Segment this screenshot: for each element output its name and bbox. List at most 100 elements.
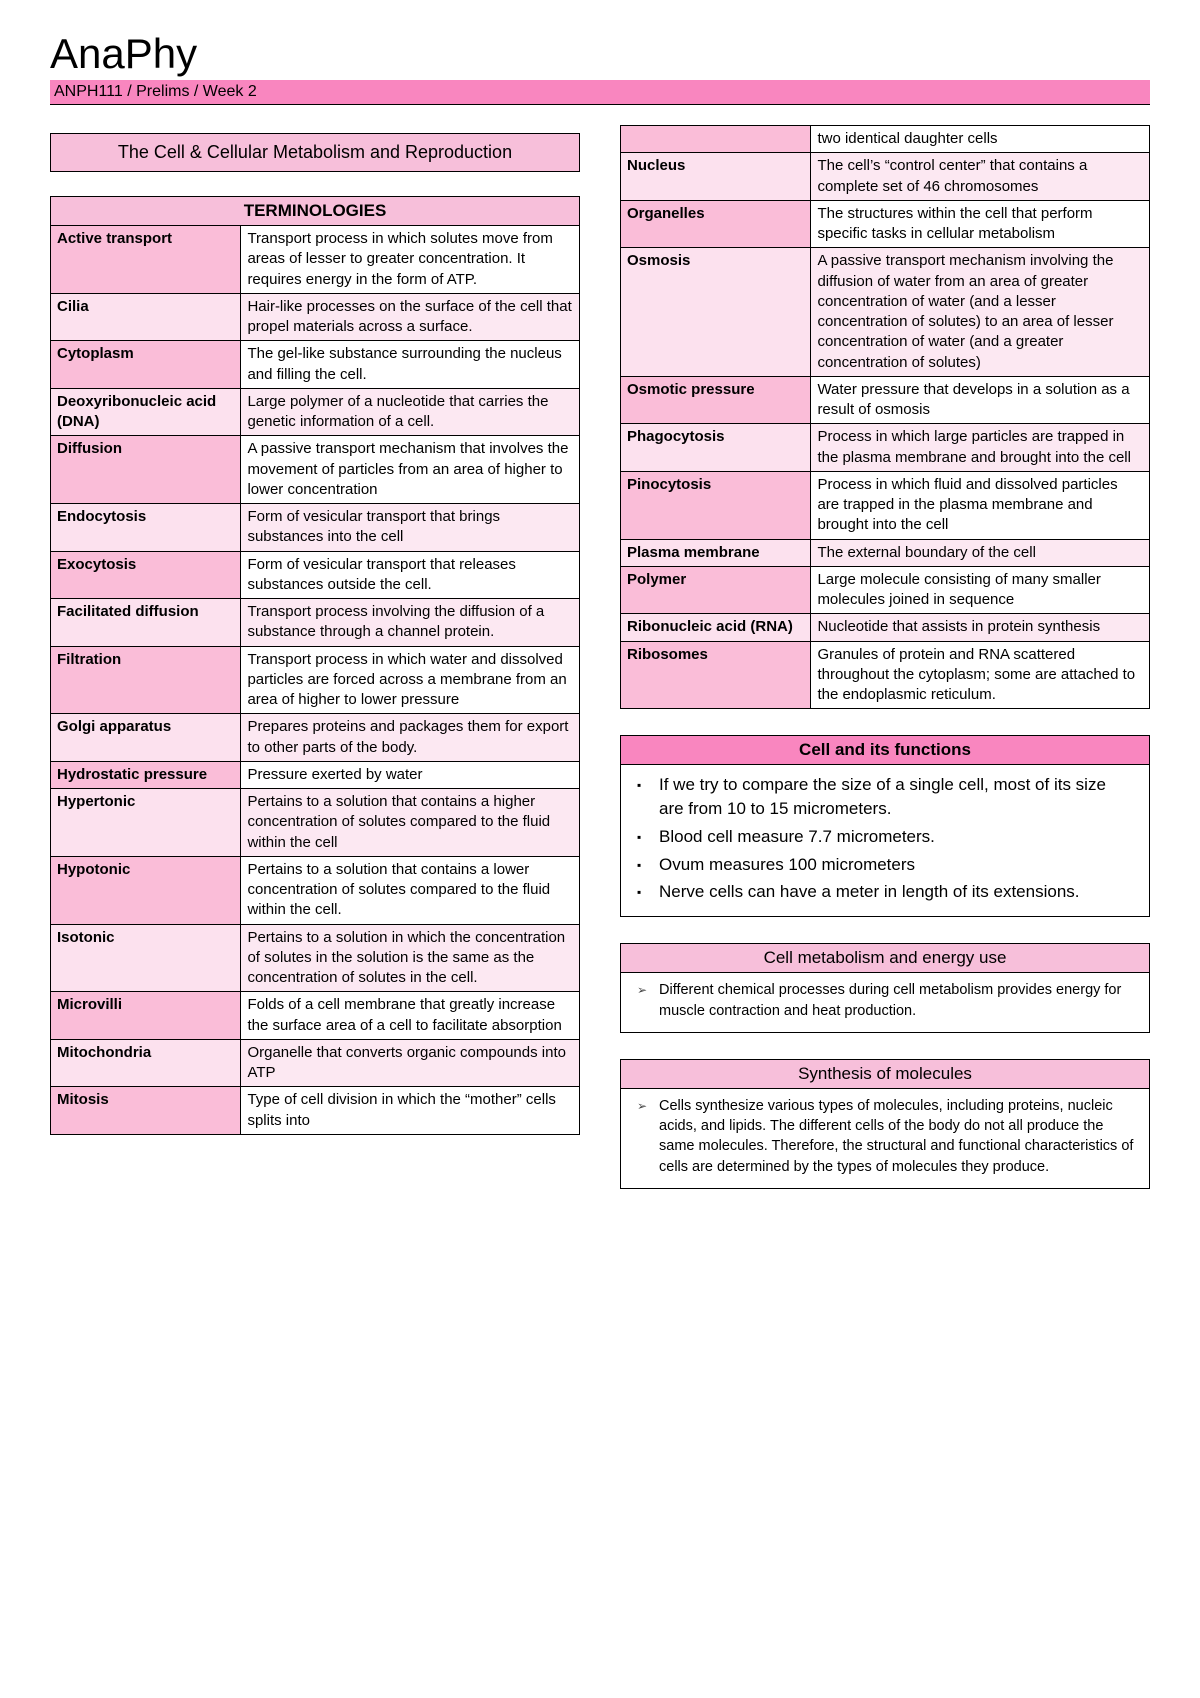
term-name: Mitosis	[51, 1087, 241, 1135]
term-name: Cytoplasm	[51, 341, 241, 389]
term-name: Active transport	[51, 226, 241, 294]
section-title: Synthesis of molecules	[621, 1060, 1149, 1089]
term-definition: Pertains to a solution that contains a l…	[241, 856, 580, 924]
term-definition: Nucleotide that assists in protein synth…	[811, 614, 1150, 641]
term-definition: A passive transport mechanism that invol…	[241, 436, 580, 504]
list-item: Nerve cells can have a meter in length o…	[659, 878, 1135, 906]
synthesis-section: Synthesis of molecules Cells synthesize …	[620, 1059, 1150, 1189]
table-row: Golgi apparatusPrepares proteins and pac…	[51, 714, 580, 762]
term-definition: Process in which fluid and dissolved par…	[811, 471, 1150, 539]
term-name: Osmosis	[621, 248, 811, 377]
table-row: HypertonicPertains to a solution that co…	[51, 789, 580, 857]
term-name: Golgi apparatus	[51, 714, 241, 762]
table-row: OrganellesThe structures within the cell…	[621, 200, 1150, 248]
table-row: CiliaHair-like processes on the surface …	[51, 293, 580, 341]
page-title: AnaPhy	[50, 30, 1150, 78]
term-definition: Pressure exerted by water	[241, 761, 580, 788]
term-definition: Form of vesicular transport that brings …	[241, 504, 580, 552]
bullet-list: Cells synthesize various types of molecu…	[635, 1095, 1135, 1178]
list-item: Cells synthesize various types of molecu…	[659, 1095, 1135, 1178]
table-row: Plasma membraneThe external boundary of …	[621, 539, 1150, 566]
term-name: Facilitated diffusion	[51, 599, 241, 647]
term-name: Exocytosis	[51, 551, 241, 599]
table-row: IsotonicPertains to a solution in which …	[51, 924, 580, 992]
table-row: HypotonicPertains to a solution that con…	[51, 856, 580, 924]
cell-functions-section: Cell and its functions If we try to comp…	[620, 735, 1150, 917]
table-row: CytoplasmThe gel-like substance surround…	[51, 341, 580, 389]
term-definition: Pertains to a solution in which the conc…	[241, 924, 580, 992]
table-row: Active transportTransport process in whi…	[51, 226, 580, 294]
term-definition: The cell’s “control center” that contain…	[811, 153, 1150, 201]
table-row: DiffusionA passive transport mechanism t…	[51, 436, 580, 504]
term-definition: Organelle that converts organic compound…	[241, 1039, 580, 1087]
table-row: RibosomesGranules of protein and RNA sca…	[621, 641, 1150, 709]
term-name: Cilia	[51, 293, 241, 341]
term-name: Hypotonic	[51, 856, 241, 924]
table-row: PinocytosisProcess in which fluid and di…	[621, 471, 1150, 539]
term-name: Isotonic	[51, 924, 241, 992]
topic-heading: The Cell & Cellular Metabolism and Repro…	[50, 133, 580, 172]
two-column-layout: The Cell & Cellular Metabolism and Repro…	[50, 125, 1150, 1215]
term-definition: Transport process in which water and dis…	[241, 646, 580, 714]
bullet-list: Different chemical processes during cell…	[635, 979, 1135, 1022]
term-name: Mitochondria	[51, 1039, 241, 1087]
terminologies-table-right: two identical daughter cellsNucleusThe c…	[620, 125, 1150, 709]
table-row: Ribonucleic acid (RNA)Nucleotide that as…	[621, 614, 1150, 641]
term-definition: Type of cell division in which the “moth…	[241, 1087, 580, 1135]
term-definition: Folds of a cell membrane that greatly in…	[241, 992, 580, 1040]
section-title: Cell metabolism and energy use	[621, 944, 1149, 973]
term-definition: Transport process in which solutes move …	[241, 226, 580, 294]
list-item: If we try to compare the size of a singl…	[659, 771, 1135, 823]
term-definition: Prepares proteins and packages them for …	[241, 714, 580, 762]
term-name: Ribosomes	[621, 641, 811, 709]
term-name: Endocytosis	[51, 504, 241, 552]
breadcrumb: ANPH111 / Prelims / Week 2	[50, 80, 1150, 105]
table-row: MicrovilliFolds of a cell membrane that …	[51, 992, 580, 1040]
term-name: Ribonucleic acid (RNA)	[621, 614, 811, 641]
term-definition: The gel-like substance surrounding the n…	[241, 341, 580, 389]
term-name: Deoxyribonucleic acid (DNA)	[51, 388, 241, 436]
term-definition: Hair-like processes on the surface of th…	[241, 293, 580, 341]
section-title: Cell and its functions	[621, 736, 1149, 765]
right-column: two identical daughter cellsNucleusThe c…	[620, 125, 1150, 1215]
term-name: Filtration	[51, 646, 241, 714]
term-definition: Process in which large particles are tra…	[811, 424, 1150, 472]
table-row: PhagocytosisProcess in which large parti…	[621, 424, 1150, 472]
table-row: PolymerLarge molecule consisting of many…	[621, 566, 1150, 614]
left-column: The Cell & Cellular Metabolism and Repro…	[50, 125, 580, 1215]
table-row: FiltrationTransport process in which wat…	[51, 646, 580, 714]
term-definition: Large polymer of a nucleotide that carri…	[241, 388, 580, 436]
term-name: Nucleus	[621, 153, 811, 201]
term-definition: Water pressure that develops in a soluti…	[811, 376, 1150, 424]
table-row: two identical daughter cells	[621, 126, 1150, 153]
term-definition: The structures within the cell that perf…	[811, 200, 1150, 248]
table-row: Facilitated diffusionTransport process i…	[51, 599, 580, 647]
term-definition: The external boundary of the cell	[811, 539, 1150, 566]
table-row: EndocytosisForm of vesicular transport t…	[51, 504, 580, 552]
term-definition: two identical daughter cells	[811, 126, 1150, 153]
list-item: Ovum measures 100 micrometers	[659, 851, 1135, 879]
table-row: Osmotic pressureWater pressure that deve…	[621, 376, 1150, 424]
table-row: MitochondriaOrganelle that converts orga…	[51, 1039, 580, 1087]
term-name: Plasma membrane	[621, 539, 811, 566]
term-definition: Form of vesicular transport that release…	[241, 551, 580, 599]
table-row: Deoxyribonucleic acid (DNA)Large polymer…	[51, 388, 580, 436]
term-definition: Granules of protein and RNA scattered th…	[811, 641, 1150, 709]
metabolism-section: Cell metabolism and energy use Different…	[620, 943, 1150, 1033]
bullet-list: If we try to compare the size of a singl…	[635, 771, 1135, 906]
term-name: Diffusion	[51, 436, 241, 504]
terminologies-header: TERMINOLOGIES	[51, 197, 580, 226]
term-definition: A passive transport mechanism involving …	[811, 248, 1150, 377]
term-name: Phagocytosis	[621, 424, 811, 472]
term-definition: Transport process involving the diffusio…	[241, 599, 580, 647]
table-row: ExocytosisForm of vesicular transport th…	[51, 551, 580, 599]
term-name: Hypertonic	[51, 789, 241, 857]
table-row: Hydrostatic pressurePressure exerted by …	[51, 761, 580, 788]
terminologies-table-left: TERMINOLOGIES Active transportTransport …	[50, 196, 580, 1135]
term-name: Pinocytosis	[621, 471, 811, 539]
table-row: MitosisType of cell division in which th…	[51, 1087, 580, 1135]
term-definition: Large molecule consisting of many smalle…	[811, 566, 1150, 614]
table-row: OsmosisA passive transport mechanism inv…	[621, 248, 1150, 377]
term-name: Osmotic pressure	[621, 376, 811, 424]
term-definition: Pertains to a solution that contains a h…	[241, 789, 580, 857]
